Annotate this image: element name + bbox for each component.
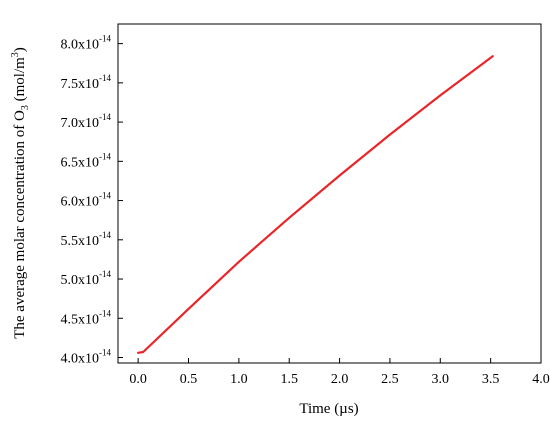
y-tick-exponent: -14 [99,34,111,44]
y-tick-mantissa: 4.0x10 [61,352,100,367]
y-tick-exponent: -14 [99,308,111,318]
y-tick-mantissa: 5.0x10 [61,273,100,288]
y-tick-mantissa: 7.5x10 [61,77,100,92]
y-tick-label: 8.0x10-14 [61,34,112,53]
x-tick-label: 1.0 [230,372,248,387]
y-axis-title-prefix: The average molar concentration of O [12,110,28,339]
y-tick-label: 6.0x10-14 [61,191,112,210]
y-tick-label: 4.0x10-14 [61,348,112,367]
plot-frame [117,23,542,364]
y-tick-label: 5.5x10-14 [61,230,112,249]
x-tick-label: 0.5 [180,372,198,387]
x-tick-label: 3.5 [482,372,500,387]
x-tick-label: 3.0 [432,372,450,387]
x-tick-label: 2.0 [331,372,349,387]
y-axis-title-middle: (mol/m [12,57,28,105]
y-axis-title: The average molar concentration of O3 (m… [10,47,31,339]
x-tick-label: 0.0 [129,372,147,387]
x-tick-label: 4.0 [532,372,550,387]
y-tick-mantissa: 6.0x10 [61,195,100,210]
y-axis-title-superscript: 3 [10,52,21,57]
y-axis-ticks: 4.0x10-144.5x10-145.0x10-145.5x10-146.0x… [61,34,123,367]
y-tick-mantissa: 8.0x10 [61,38,100,53]
y-tick-mantissa: 5.5x10 [61,234,100,249]
x-tick-label: 2.5 [381,372,399,387]
y-tick-mantissa: 6.5x10 [61,155,100,170]
y-axis-title-suffix: ) [12,47,28,52]
y-tick-exponent: -14 [99,191,111,201]
y-tick-exponent: -14 [99,348,111,358]
y-axis-title-subscript: 3 [20,105,31,110]
y-tick-label: 7.0x10-14 [61,112,112,131]
y-tick-label: 7.5x10-14 [61,73,112,92]
y-tick-exponent: -14 [99,269,111,279]
y-tick-label: 5.0x10-14 [61,269,112,288]
y-tick-mantissa: 4.5x10 [61,312,100,327]
y-tick-mantissa: 7.0x10 [61,116,100,131]
x-axis-ticks: 0.0 0.5 1.0 1.5 2.0 2.5 3.0 3.5 4.0 [129,358,550,387]
x-tick-label: 1.5 [280,372,298,387]
y-tick-exponent: -14 [99,112,111,122]
series-layer [137,55,494,354]
y-tick-exponent: -14 [99,230,111,240]
series-line [137,55,494,354]
y-tick-exponent: -14 [99,73,111,83]
x-axis-title: Time (µs) [299,401,358,417]
y-tick-label: 6.5x10-14 [61,151,112,170]
y-tick-label: 4.5x10-14 [61,308,112,327]
y-tick-exponent: -14 [99,151,111,161]
